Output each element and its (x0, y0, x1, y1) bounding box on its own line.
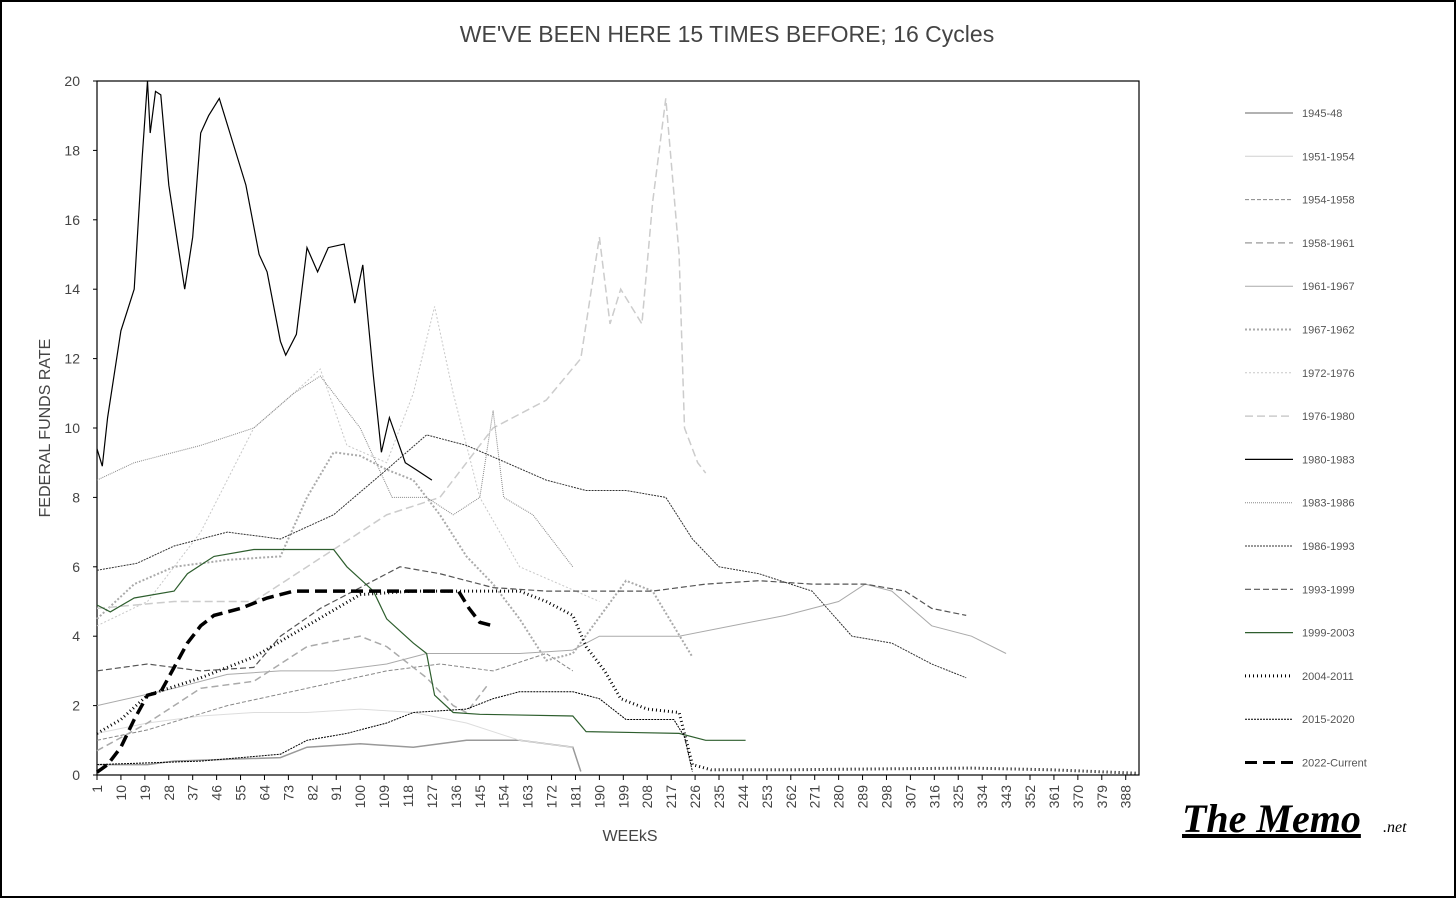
x-tick-label: 127 (424, 785, 440, 809)
legend-label: 1958-1961 (1302, 238, 1355, 250)
y-tick-label: 0 (72, 767, 80, 783)
legend-label: 1993-1999 (1302, 584, 1355, 596)
y-tick-label: 20 (64, 73, 80, 89)
series-line (96, 635, 489, 752)
x-tick-label: 253 (759, 785, 775, 809)
y-tick-label: 16 (64, 212, 80, 228)
y-tick-label: 2 (72, 698, 80, 714)
series-line (96, 691, 693, 772)
chart-title: WE'VE BEEN HERE 15 TIMES BEFORE; 16 Cycl… (460, 21, 994, 47)
x-tick-label: 217 (663, 785, 679, 809)
legend-label: 1954-1958 (1302, 195, 1355, 207)
y-axis-title: FEDERAL FUNDS RATE (37, 339, 54, 518)
legend-label: 2022-Current (1302, 758, 1367, 770)
x-tick-label: 352 (1022, 785, 1038, 809)
x-tick-label: 325 (950, 785, 966, 809)
x-tick-label: 370 (1070, 785, 1086, 809)
x-tick-label: 28 (161, 785, 177, 801)
y-tick-label: 18 (64, 142, 80, 158)
series-line (96, 451, 694, 662)
x-tick-label: 82 (304, 785, 320, 801)
x-tick-label: 118 (400, 785, 416, 808)
x-tick-label: 91 (328, 785, 344, 801)
legend-label: 1999-2003 (1302, 628, 1355, 640)
series-line (96, 375, 574, 568)
logo: The Memo (1182, 796, 1361, 841)
legend-label: 1983-1986 (1302, 498, 1355, 510)
x-tick-label: 190 (591, 785, 607, 809)
x-tick-label: 100 (352, 785, 368, 809)
series-line (96, 548, 746, 741)
legend-label: 1961-1967 (1302, 281, 1355, 293)
x-tick-label: 226 (687, 785, 703, 809)
x-tick-label: 181 (567, 785, 583, 809)
x-tick-label: 334 (974, 785, 990, 809)
x-tick-label: 172 (544, 785, 560, 809)
x-tick-label: 199 (615, 785, 631, 809)
legend-label: 1945-48 (1302, 108, 1342, 120)
y-tick-label: 6 (72, 559, 80, 575)
x-tick-label: 298 (878, 785, 894, 809)
series-line (96, 589, 1140, 775)
x-tick-label: 64 (256, 785, 272, 801)
x-tick-label: 10 (113, 785, 129, 801)
x-tick-label: 55 (233, 785, 249, 801)
series-line (96, 583, 1007, 707)
x-tick-label: 154 (496, 785, 512, 809)
x-axis-title: WEEkS (602, 828, 657, 845)
x-tick-label: 163 (520, 785, 536, 809)
x-tick-label: 316 (926, 785, 942, 809)
y-tick-label: 14 (64, 281, 80, 297)
x-tick-label: 235 (711, 785, 727, 809)
y-tick-label: 4 (72, 628, 80, 644)
x-tick-label: 262 (783, 785, 799, 809)
y-tick-label: 12 (64, 351, 80, 367)
x-tick-label: 1 (89, 785, 105, 793)
x-tick-label: 289 (855, 785, 871, 809)
series-line (96, 652, 574, 741)
series-line (96, 80, 433, 481)
legend-label: 1976-1980 (1302, 411, 1355, 423)
x-tick-label: 73 (280, 785, 296, 801)
x-tick-label: 307 (902, 785, 918, 809)
x-tick-label: 388 (1118, 785, 1134, 809)
legend-label: 1967-1962 (1302, 325, 1355, 337)
series-line (96, 434, 967, 679)
series-line (96, 566, 967, 672)
x-tick-label: 280 (831, 785, 847, 809)
series-line (96, 708, 573, 748)
series-line (96, 306, 600, 627)
legend-label: 1986-1993 (1302, 541, 1355, 553)
x-tick-label: 19 (137, 785, 153, 801)
x-tick-label: 109 (376, 785, 392, 809)
x-tick-label: 379 (1094, 785, 1110, 809)
x-tick-label: 208 (639, 785, 655, 809)
x-tick-label: 244 (735, 785, 751, 809)
x-tick-label: 343 (998, 785, 1014, 809)
legend-label: 2015-2020 (1302, 714, 1355, 726)
y-tick-label: 10 (64, 420, 80, 436)
x-tick-label: 271 (807, 785, 823, 809)
legend-label: 1951-1954 (1302, 151, 1355, 163)
x-tick-label: 136 (448, 785, 464, 809)
logo-suffix: .net (1383, 819, 1407, 836)
legend-label: 2004-2011 (1302, 671, 1354, 683)
x-tick-label: 361 (1046, 785, 1062, 809)
x-tick-label: 37 (185, 785, 201, 801)
x-tick-label: 46 (209, 785, 225, 801)
legend-label: 1980-1983 (1302, 454, 1355, 466)
legend-label: 1972-1976 (1302, 368, 1355, 380)
x-tick-label: 145 (472, 785, 488, 809)
y-tick-label: 8 (72, 489, 80, 505)
